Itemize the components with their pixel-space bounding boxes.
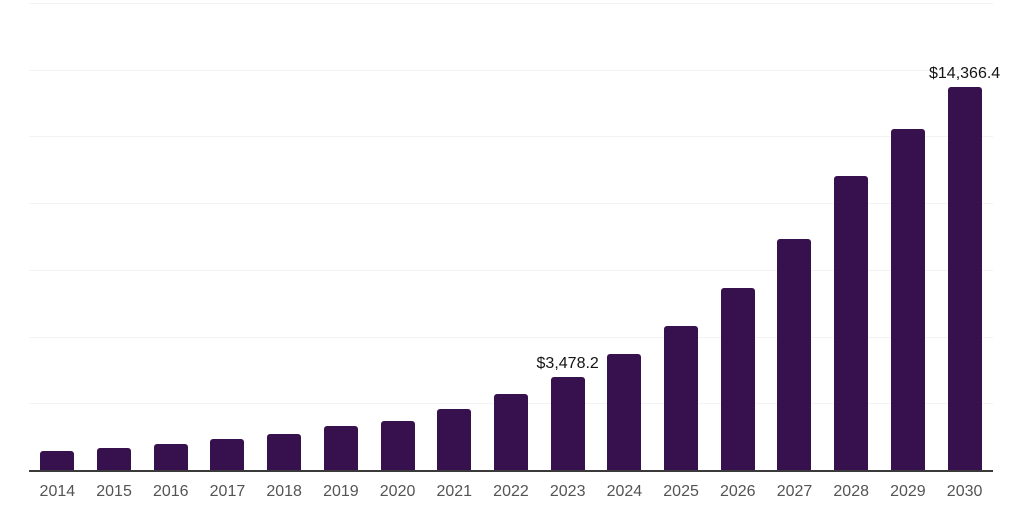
- x-tick-label-2021: 2021: [436, 483, 473, 500]
- x-tick-label-2023: 2023: [549, 483, 586, 500]
- plot-area: $3,478.2 $14,366.4: [29, 3, 1000, 472]
- x-axis: 2014 2015 2016 2017 2018 2019 2020 2021 2022 2023…: [29, 483, 993, 501]
- bar-2018[interactable]: [267, 433, 302, 470]
- bar-2024[interactable]: [607, 354, 642, 470]
- bar-2023[interactable]: $3,478.2: [537, 355, 599, 470]
- bars-container: $3,478.2 $14,366.4: [29, 3, 1000, 470]
- bar-slot: [199, 3, 256, 470]
- gridline: [29, 269, 993, 271]
- x-tick-label-2026: 2026: [719, 483, 756, 500]
- bar-slot: [766, 3, 823, 470]
- bar-2016[interactable]: [153, 443, 188, 470]
- gridline: [29, 69, 993, 71]
- bar-slot: [256, 3, 313, 470]
- bar-2015[interactable]: [97, 447, 132, 470]
- bar-2020[interactable]: [380, 420, 415, 470]
- data-label-2030: $14,366.4: [929, 64, 1001, 82]
- bar-slot: [29, 3, 86, 470]
- bar-2022[interactable]: [493, 393, 528, 470]
- data-label-2023: $3,478.2: [536, 355, 599, 373]
- bar-slot: [596, 3, 653, 470]
- bar-slot: [142, 3, 199, 470]
- bar-2027[interactable]: [777, 238, 812, 470]
- bar-slot: [823, 3, 880, 470]
- bar-2028[interactable]: [834, 176, 869, 470]
- x-tick-label-2015: 2015: [96, 483, 132, 500]
- x-tick-label-2014: 2014: [39, 483, 76, 500]
- gridline: [29, 203, 993, 205]
- x-tick-label-2022: 2022: [493, 483, 529, 500]
- gridline: [29, 336, 993, 338]
- x-tick-label-2020: 2020: [379, 483, 416, 500]
- bar-slot: [709, 3, 766, 470]
- x-tick-label-2024: 2024: [606, 483, 643, 500]
- gridline: [29, 3, 993, 4]
- bar-slot: [880, 3, 937, 470]
- bar-2030[interactable]: $14,366.4: [929, 65, 1000, 470]
- x-tick-label-2027: 2027: [776, 483, 813, 500]
- bar-2026[interactable]: [720, 288, 755, 470]
- x-tick-label-2019: 2019: [323, 483, 359, 500]
- bar-slot: $14,366.4: [929, 3, 1000, 470]
- bar-2021[interactable]: [437, 408, 472, 470]
- x-tick-label-2030: 2030: [946, 483, 983, 500]
- bar-slot: [86, 3, 143, 470]
- x-tick-label-2016: 2016: [152, 483, 189, 500]
- x-tick-label-2025: 2025: [663, 483, 699, 500]
- bar-slot: [369, 3, 426, 470]
- bar-slot: [313, 3, 370, 470]
- x-tick-label-2018: 2018: [266, 483, 302, 500]
- bar-2025[interactable]: [664, 325, 699, 470]
- bar-2029[interactable]: [890, 129, 925, 470]
- bar-slot: $3,478.2: [537, 3, 599, 470]
- bar-2019[interactable]: [323, 426, 358, 470]
- x-tick-label-2028: 2028: [833, 483, 869, 500]
- bar-slot: [653, 3, 710, 470]
- bar-2017[interactable]: [210, 439, 245, 470]
- bar-slot: [426, 3, 483, 470]
- bar-slot: [483, 3, 540, 470]
- gridline: [29, 136, 993, 138]
- bar-2014[interactable]: [40, 451, 75, 470]
- x-tick-label-2017: 2017: [209, 483, 246, 500]
- x-tick-label-2029: 2029: [890, 483, 926, 500]
